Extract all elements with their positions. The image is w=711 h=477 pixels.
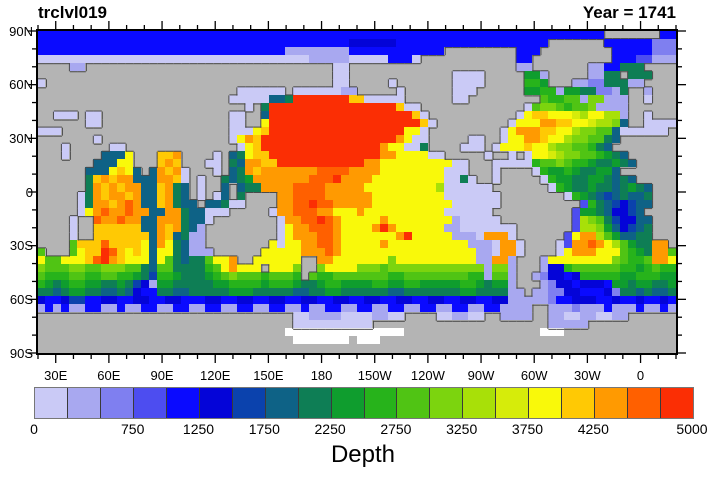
colorbar-cell [430, 388, 464, 418]
lon-tick-label: 120E [200, 368, 231, 383]
lon-tick-label: 90W [467, 368, 495, 383]
colorbar-cell [232, 388, 266, 418]
lon-tick-label: 90E [150, 368, 174, 383]
lat-tick-label: 90S [9, 345, 33, 361]
lon-tick-label: 180 [310, 368, 333, 383]
colorbar-cell [67, 388, 101, 418]
world-depth-heatmap [38, 31, 676, 353]
colorbar-tick-label: 0 [30, 421, 38, 437]
colorbar-cell [100, 388, 134, 418]
lon-tick-label: 30W [574, 368, 601, 383]
lat-tick-label: 60N [9, 77, 33, 93]
lon-tick-label: 30E [44, 368, 68, 383]
colorbar-cell [265, 388, 299, 418]
colorbar-cell [562, 388, 596, 418]
colorbar-cell [364, 388, 398, 418]
lon-tick-label: 120W [410, 368, 445, 383]
lat-tick-label: 30S [9, 238, 33, 254]
lon-tick-label: 0 [636, 368, 645, 383]
colorbar-cell [166, 388, 200, 418]
colorbar-cell [595, 388, 629, 418]
colorbar-tick-label: 2750 [380, 421, 412, 437]
colorbar-tick-label: 750 [121, 421, 145, 437]
lon-tick-label: 150W [357, 368, 392, 383]
colorbar-tick-label: 1250 [182, 421, 215, 437]
depth-colorbar [34, 387, 694, 419]
colorbar-tick-label: 2250 [314, 421, 346, 437]
colorbar-cell [496, 388, 530, 418]
lat-tick-label: 90N [9, 23, 33, 39]
colorbar-cell [661, 388, 694, 418]
colorbar-cell [133, 388, 167, 418]
colorbar-tick-label: 5000 [676, 421, 708, 437]
colorbar-cell [463, 388, 497, 418]
year-label: Year = 1741 [582, 3, 676, 22]
colorbar-tick-label: 3250 [446, 421, 478, 437]
colorbar-cell [35, 388, 68, 418]
colorbar-cell [331, 388, 365, 418]
colorbar-title: Depth [330, 441, 396, 468]
map-plot-area [36, 29, 678, 355]
colorbar-cell [529, 388, 563, 418]
lat-tick-label: 0 [25, 184, 33, 200]
plot-title: trclvl019 [38, 3, 107, 22]
lon-tick-label: 150E [253, 368, 284, 383]
colorbar-cell [199, 388, 233, 418]
colorbar-cell [397, 388, 431, 418]
colorbar-cell [628, 388, 662, 418]
colorbar-tick-label: 4250 [577, 421, 609, 437]
lon-tick-label: 60W [520, 368, 548, 383]
colorbar-tick-label: 1750 [248, 421, 280, 437]
colorbar-cell [298, 388, 332, 418]
lon-tick-label: 60E [97, 368, 121, 383]
lat-tick-label: 30N [9, 130, 33, 146]
colorbar-tick-label: 3750 [511, 421, 544, 437]
lat-tick-label: 60S [9, 291, 33, 307]
